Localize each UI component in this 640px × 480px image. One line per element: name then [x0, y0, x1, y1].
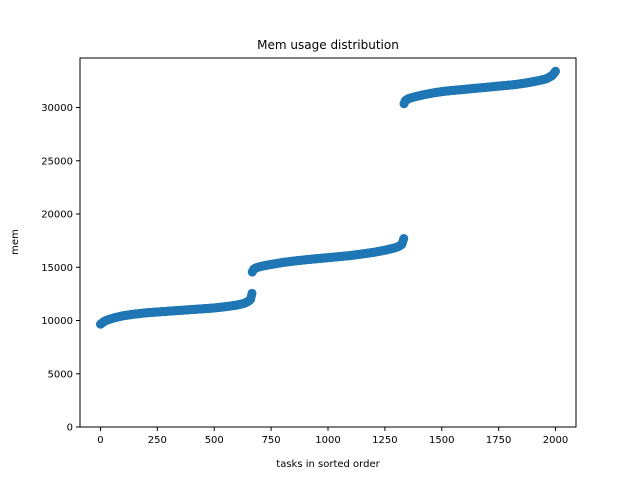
data-point	[399, 234, 409, 244]
x-tick-label: 1000	[315, 435, 340, 446]
y-tick-label: 0	[67, 423, 73, 434]
plot-frame	[79, 57, 577, 428]
x-axis-ticks: 0 250 500 750 1000 1250 1500 1750 2000	[97, 427, 568, 446]
x-tick-label: 1500	[429, 435, 454, 446]
x-tick-label: 2000	[543, 435, 568, 446]
x-tick-label: 750	[262, 435, 281, 446]
x-tick-label: 500	[205, 435, 224, 446]
scatter-points	[95, 66, 561, 329]
data-point	[247, 288, 257, 298]
x-tick-label: 0	[97, 435, 103, 446]
x-tick-label: 250	[148, 435, 167, 446]
y-tick-label: 30000	[41, 103, 73, 114]
chart-title: Mem usage distribution	[257, 38, 399, 52]
x-axis-title: tasks in sorted order	[276, 459, 380, 470]
y-tick-label: 5000	[48, 369, 73, 380]
y-tick-label: 10000	[41, 316, 73, 327]
x-tick-label: 1250	[372, 435, 397, 446]
y-axis-title: mem	[10, 229, 21, 255]
y-axis-ticks: 0 5000 10000 15000 20000 25000 30000	[41, 103, 80, 434]
y-tick-label: 20000	[41, 210, 73, 221]
y-tick-label: 25000	[41, 156, 73, 167]
x-tick-label: 1750	[486, 435, 511, 446]
y-tick-label: 15000	[41, 263, 73, 274]
data-point	[551, 66, 561, 76]
